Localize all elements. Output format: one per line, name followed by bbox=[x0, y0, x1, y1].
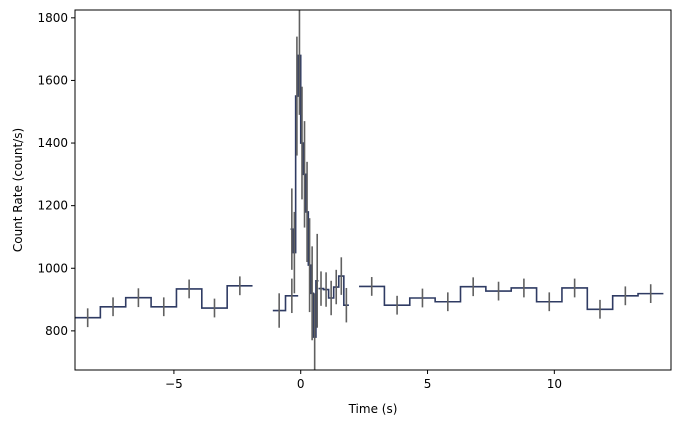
y-axis-label: Count Rate (count/s) bbox=[11, 128, 25, 252]
x-tick-label: 5 bbox=[424, 377, 432, 391]
y-tick-label: 800 bbox=[45, 324, 68, 338]
y-tick-label: 1600 bbox=[37, 73, 68, 87]
y-tick-label: 1200 bbox=[37, 199, 68, 213]
x-tick-label: 10 bbox=[547, 377, 562, 391]
y-axis: 800 1000 1200 1400 1600 1800 bbox=[37, 11, 75, 338]
series-step-line bbox=[359, 285, 664, 311]
plot-frame bbox=[74, 9, 672, 371]
series-step-line bbox=[318, 275, 349, 306]
x-axis: −5 0 5 10 bbox=[165, 370, 562, 391]
series-step-line bbox=[272, 295, 299, 312]
x-tick-label: −5 bbox=[165, 377, 183, 391]
x-axis-label: Time (s) bbox=[348, 402, 398, 416]
y-tick-label: 1000 bbox=[37, 261, 68, 275]
y-tick-label: 1400 bbox=[37, 136, 68, 150]
y-tick-label: 1800 bbox=[37, 11, 68, 25]
x-tick-label: 0 bbox=[297, 377, 305, 391]
data-layer bbox=[75, 10, 664, 370]
